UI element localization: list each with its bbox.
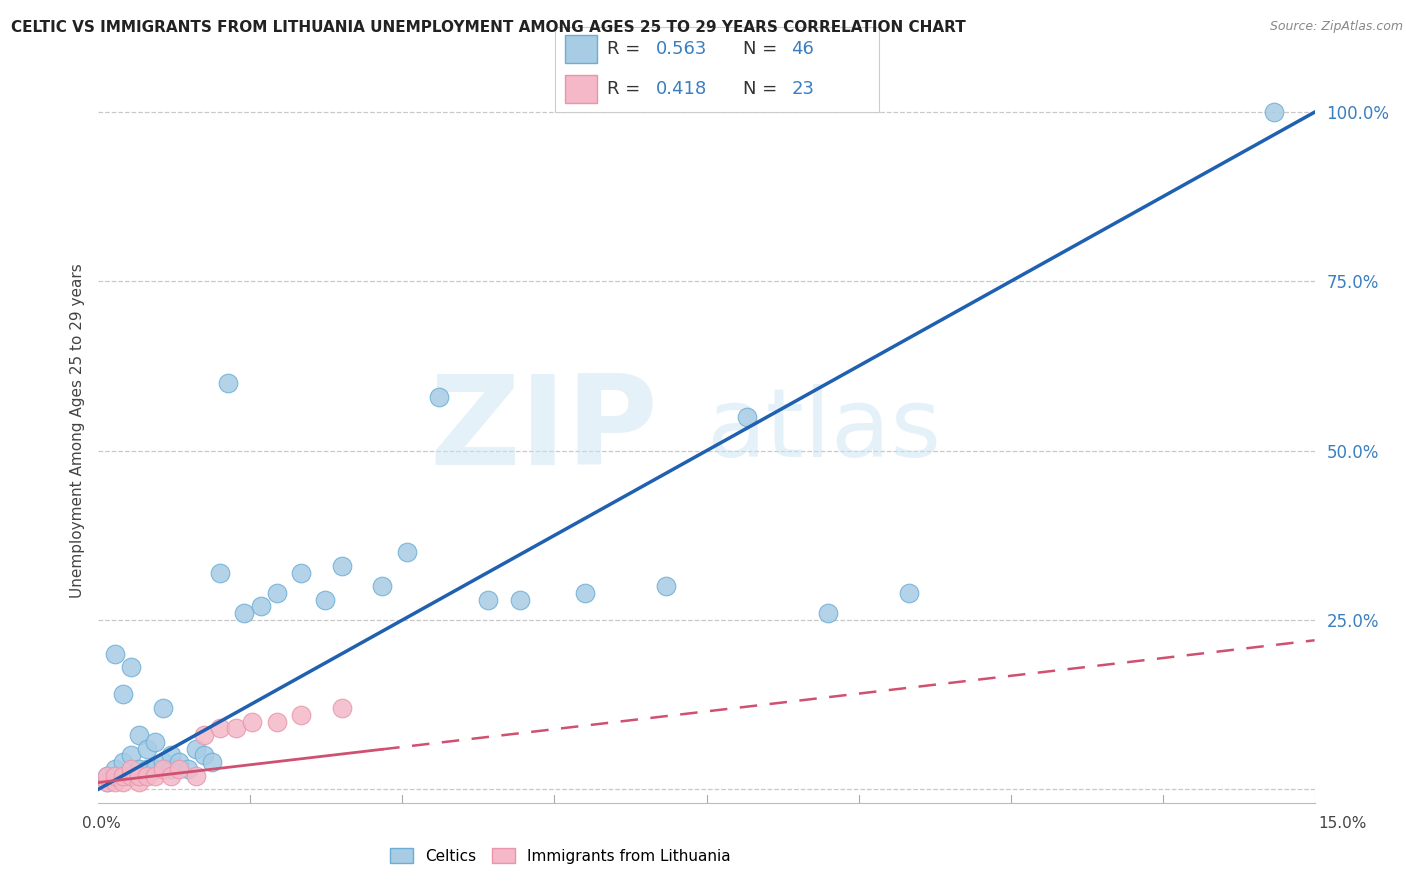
Point [314,592,336,607]
Text: Source: ZipAtlas.com: Source: ZipAtlas.com [1270,20,1403,33]
Point [152,701,174,715]
Point [120,748,142,763]
Text: N =: N = [742,79,783,97]
Point [96,775,118,789]
Point [249,599,271,614]
Point [509,592,531,607]
Point [330,558,353,573]
Point [225,721,247,735]
Point [104,647,127,661]
Point [1263,105,1285,120]
Point [120,769,142,783]
Point [136,762,159,776]
Point [136,769,159,783]
Point [128,762,150,776]
Text: 46: 46 [792,40,814,58]
Text: 23: 23 [792,79,814,97]
Point [104,769,127,783]
Point [330,701,353,715]
Point [193,748,215,763]
Point [477,592,499,607]
Point [290,707,312,722]
Point [290,566,312,580]
Text: 0.0%: 0.0% [82,816,121,830]
Point [371,579,394,593]
Text: R =: R = [607,79,647,97]
Text: CELTIC VS IMMIGRANTS FROM LITHUANIA UNEMPLOYMENT AMONG AGES 25 TO 29 YEARS CORRE: CELTIC VS IMMIGRANTS FROM LITHUANIA UNEM… [11,20,966,35]
Y-axis label: Unemployment Among Ages 25 to 29 years: Unemployment Among Ages 25 to 29 years [69,263,84,598]
Point [427,390,450,404]
Point [96,775,118,789]
Text: N =: N = [742,40,783,58]
Point [160,762,183,776]
Point [217,376,239,390]
Point [111,688,134,702]
Text: R =: R = [607,40,647,58]
Point [209,566,232,580]
Point [160,769,183,783]
FancyBboxPatch shape [565,75,598,103]
Point [817,606,839,620]
Point [111,769,134,783]
Point [128,769,150,783]
Point [128,775,150,789]
Point [104,769,127,783]
Point [169,755,191,769]
Text: atlas: atlas [707,384,942,477]
Point [120,769,142,783]
Text: 0.418: 0.418 [655,79,707,97]
Point [574,586,596,600]
Point [111,769,134,783]
Point [152,762,174,776]
FancyBboxPatch shape [565,36,598,63]
Point [266,586,288,600]
Point [655,579,678,593]
Point [120,762,142,776]
Point [201,755,224,769]
Point [193,728,215,742]
Point [266,714,288,729]
Point [96,769,118,783]
Point [242,714,264,729]
Point [169,762,191,776]
Point [104,762,127,776]
Point [184,741,207,756]
Point [96,769,118,783]
Point [111,775,134,789]
Point [233,606,256,620]
Point [160,748,183,763]
Point [128,728,150,742]
Point [209,721,232,735]
Point [111,755,134,769]
Point [395,545,418,559]
Point [176,762,198,776]
Legend: Celtics, Immigrants from Lithuania: Celtics, Immigrants from Lithuania [384,841,737,870]
Point [143,769,166,783]
Point [136,741,159,756]
Point [143,762,166,776]
Point [898,586,921,600]
Text: 0.563: 0.563 [655,40,707,58]
Point [143,735,166,749]
Point [735,409,758,424]
Point [120,660,142,674]
Point [128,769,150,783]
Point [152,755,174,769]
Point [104,775,127,789]
Text: ZIP: ZIP [429,370,658,491]
Text: 15.0%: 15.0% [1319,816,1367,830]
Point [184,769,207,783]
